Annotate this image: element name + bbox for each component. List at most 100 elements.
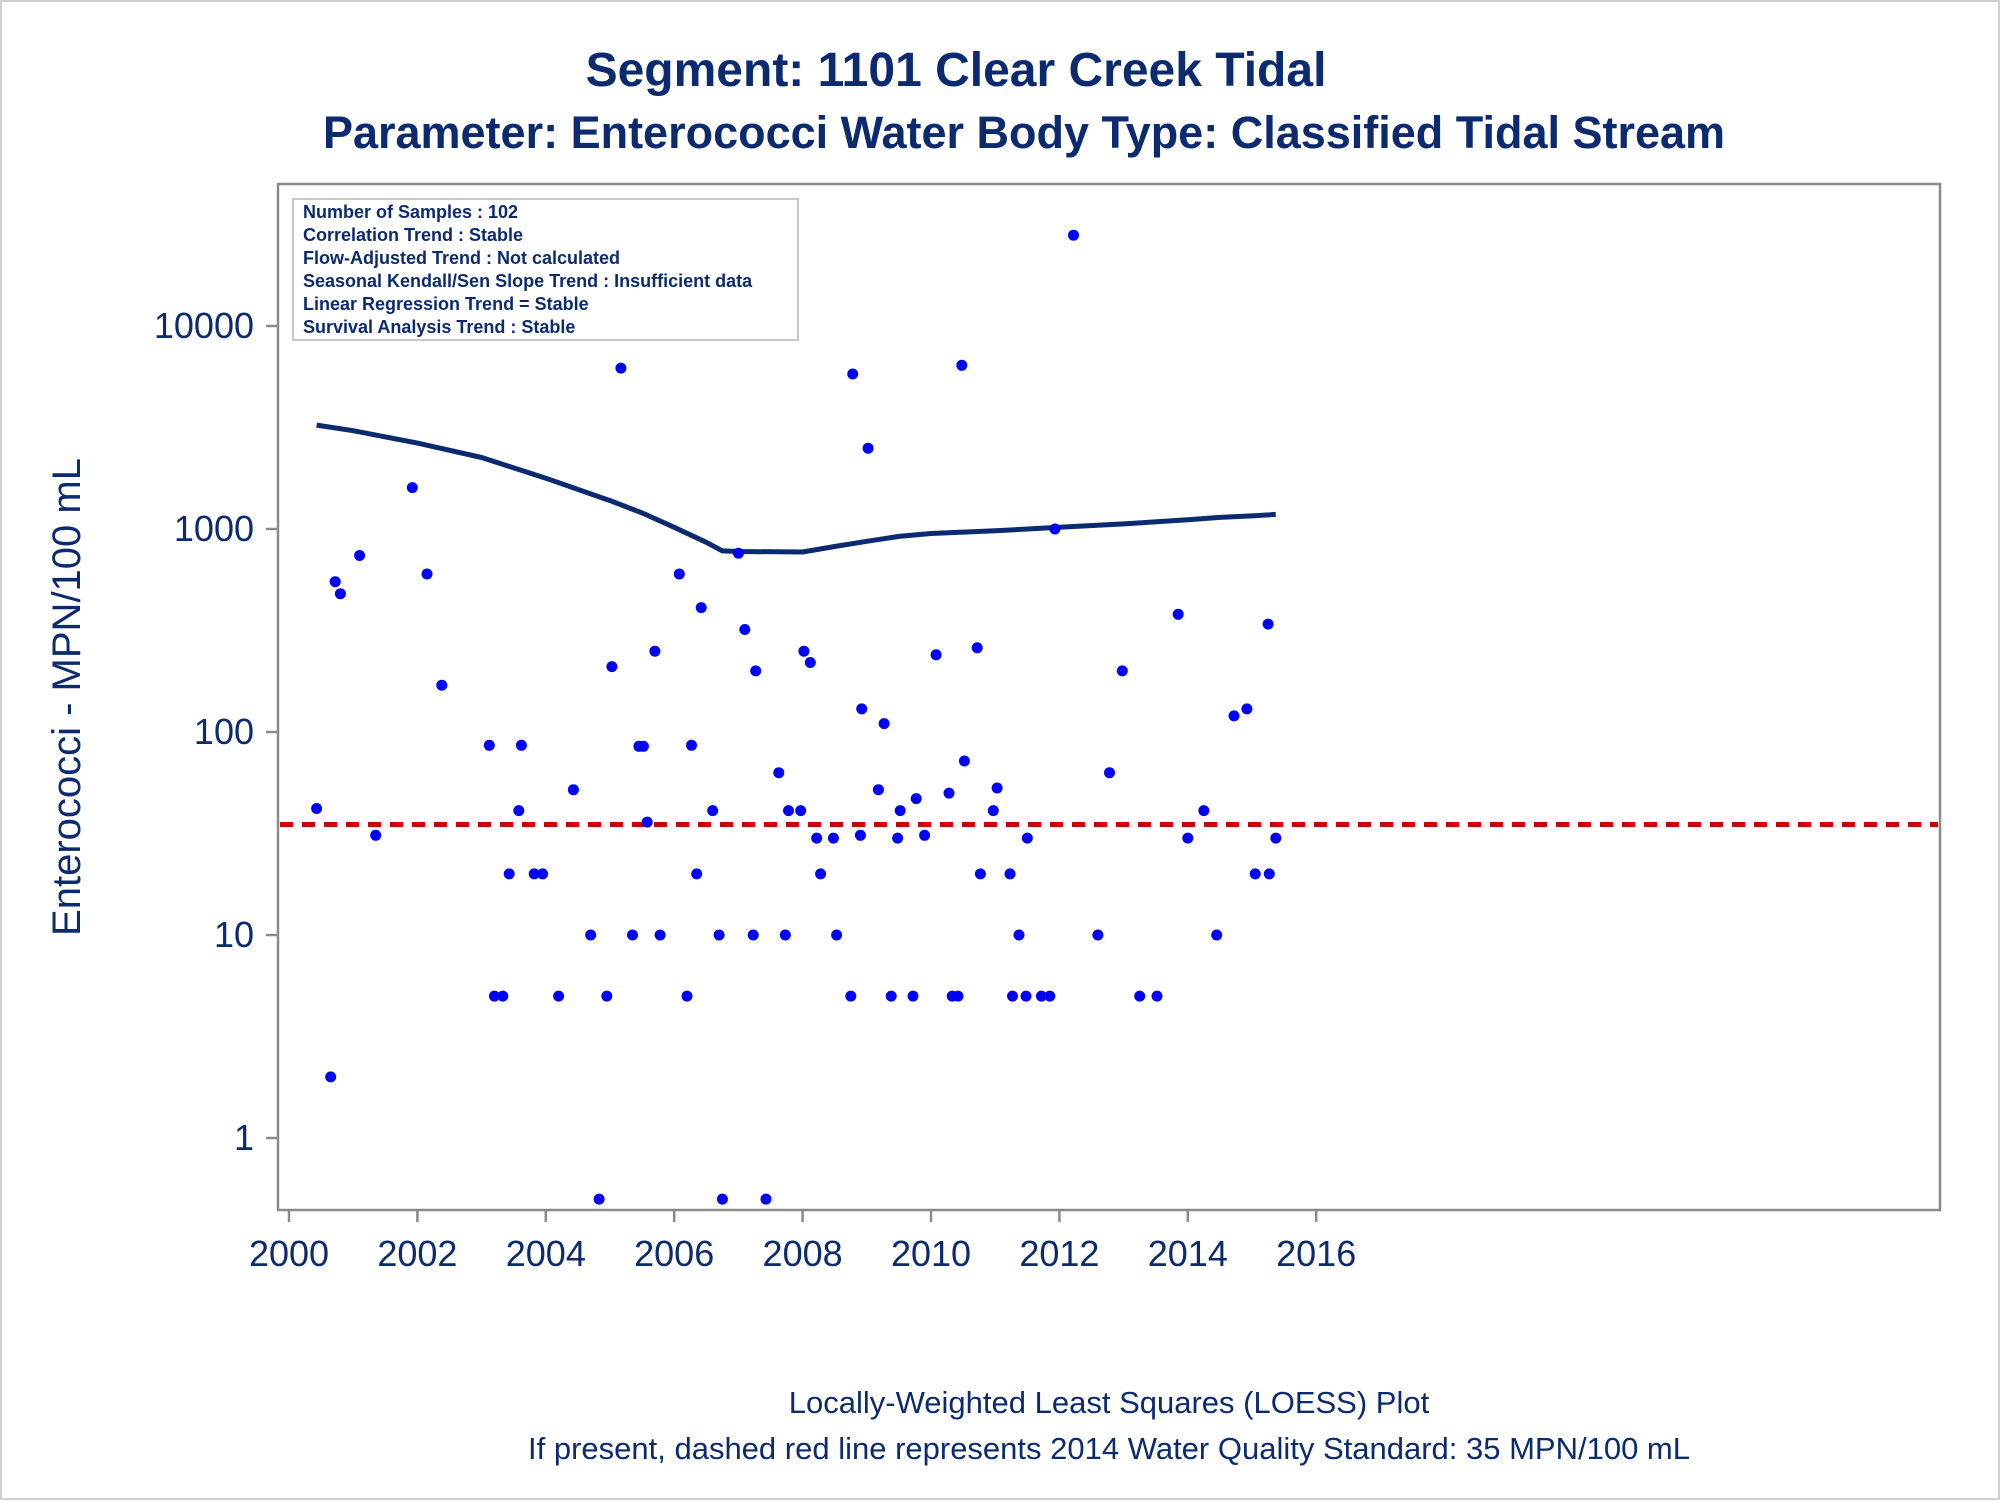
sample-point bbox=[1020, 990, 1032, 1002]
sample-point bbox=[1228, 710, 1240, 722]
sample-point bbox=[1013, 929, 1025, 941]
stat-survival-analysis-trend: Survival Analysis Trend : Stable bbox=[303, 317, 575, 337]
y-tick-label: 10 bbox=[214, 914, 254, 955]
sample-point bbox=[641, 816, 653, 828]
sample-point bbox=[750, 665, 762, 677]
sample-point bbox=[311, 803, 323, 814]
y-tick-label: 1 bbox=[234, 1117, 254, 1158]
sample-point bbox=[421, 568, 433, 580]
sample-point bbox=[601, 990, 613, 1002]
sample-point bbox=[958, 755, 970, 767]
sample-point bbox=[856, 703, 868, 715]
sample-point bbox=[845, 990, 857, 1002]
sample-point bbox=[907, 990, 919, 1002]
x-axis: 2000 2002 2004 2006 2008 2010 2012 2014 2016 bbox=[249, 1210, 1356, 1274]
sample-point bbox=[1035, 990, 1047, 1002]
sample-point bbox=[930, 649, 942, 661]
footnote-standard: If present, dashed red line represents 2… bbox=[528, 1431, 1690, 1466]
sample-point bbox=[952, 990, 964, 1002]
sample-point bbox=[329, 576, 341, 588]
x-tick-label: 2014 bbox=[1148, 1233, 1228, 1274]
sample-point bbox=[798, 645, 810, 657]
sample-point bbox=[370, 829, 382, 841]
sample-point bbox=[1172, 608, 1184, 620]
sample-point bbox=[1211, 929, 1223, 941]
sample-point bbox=[1049, 523, 1061, 535]
sample-point bbox=[862, 442, 874, 454]
sample-point bbox=[1263, 868, 1275, 880]
sample-point bbox=[739, 624, 751, 635]
sample-point bbox=[831, 929, 843, 941]
plot-area bbox=[276, 182, 1942, 1212]
sample-point bbox=[804, 657, 816, 668]
sample-point bbox=[1262, 618, 1274, 630]
sample-point bbox=[974, 868, 986, 880]
sample-point bbox=[732, 547, 744, 559]
x-tick-label: 2000 bbox=[249, 1233, 329, 1274]
sample-point bbox=[615, 362, 627, 374]
sample-point bbox=[606, 661, 618, 673]
sample-point bbox=[654, 929, 666, 941]
y-axis: 1 10 100 1000 10000 bbox=[154, 305, 278, 1158]
sample-point bbox=[406, 482, 418, 494]
sample-point bbox=[553, 990, 565, 1002]
sample-point bbox=[528, 868, 540, 880]
sample-point bbox=[1182, 832, 1194, 844]
sample-point bbox=[987, 805, 999, 817]
sample-point bbox=[811, 832, 823, 844]
sample-point bbox=[436, 679, 448, 691]
sample-point bbox=[1068, 229, 1079, 241]
sample-point bbox=[795, 805, 807, 817]
sample-point bbox=[513, 805, 525, 817]
sample-point bbox=[872, 784, 884, 796]
sample-point bbox=[1151, 990, 1163, 1002]
sample-point bbox=[1007, 990, 1018, 1002]
sample-point bbox=[673, 568, 685, 580]
sample-point bbox=[1198, 805, 1210, 817]
sample-point bbox=[773, 767, 785, 779]
chart-subtitle: Parameter: Enterococci Water Body Type: … bbox=[323, 107, 1725, 158]
sample-point bbox=[483, 739, 495, 751]
sample-point bbox=[878, 718, 890, 730]
sample-point bbox=[894, 805, 906, 817]
sample-point bbox=[503, 868, 515, 880]
sample-point bbox=[779, 929, 791, 941]
x-tick-label: 2016 bbox=[1276, 1233, 1356, 1274]
sample-point bbox=[827, 832, 839, 844]
chart-title: Segment: 1101 Clear Creek Tidal bbox=[586, 44, 1327, 97]
stat-seasonal-kendall-trend: Seasonal Kendall/Sen Slope Trend : Insuf… bbox=[303, 271, 753, 291]
sample-point bbox=[971, 642, 983, 654]
y-axis-label: Enterococci - MPN/100 mL bbox=[45, 458, 89, 936]
sample-point bbox=[1116, 665, 1128, 677]
sample-point bbox=[1249, 868, 1261, 880]
x-tick-label: 2006 bbox=[634, 1233, 714, 1274]
x-tick-label: 2010 bbox=[891, 1233, 971, 1274]
sample-point bbox=[783, 805, 794, 817]
sample-point bbox=[1241, 703, 1253, 715]
sample-point bbox=[1092, 929, 1104, 941]
sample-point bbox=[585, 929, 597, 941]
footnote-loess: Locally-Weighted Least Squares (LOESS) P… bbox=[789, 1385, 1430, 1420]
sample-point bbox=[713, 929, 725, 941]
plot-marks bbox=[280, 223, 1938, 1205]
sample-point bbox=[691, 868, 703, 880]
stat-correlation-trend: Correlation Trend : Stable bbox=[303, 225, 523, 245]
sample-point bbox=[847, 368, 859, 380]
sample-point bbox=[354, 550, 366, 561]
y-tick-label: 100 bbox=[194, 711, 254, 752]
sample-point bbox=[943, 787, 955, 799]
stat-flow-adjusted-trend: Flow-Adjusted Trend : Not calculated bbox=[303, 248, 620, 268]
sample-point bbox=[1134, 990, 1146, 1002]
sample-point bbox=[815, 868, 827, 880]
sample-point bbox=[956, 359, 968, 371]
stat-sample-count: Number of Samples : 102 bbox=[303, 202, 518, 222]
sample-point bbox=[910, 793, 922, 805]
x-tick-label: 2008 bbox=[763, 1233, 843, 1274]
sample-point bbox=[991, 782, 1003, 794]
sample-point bbox=[892, 832, 904, 844]
y-tick-label: 10000 bbox=[154, 305, 254, 346]
sample-point bbox=[681, 990, 693, 1002]
stats-box-frame bbox=[292, 198, 799, 341]
